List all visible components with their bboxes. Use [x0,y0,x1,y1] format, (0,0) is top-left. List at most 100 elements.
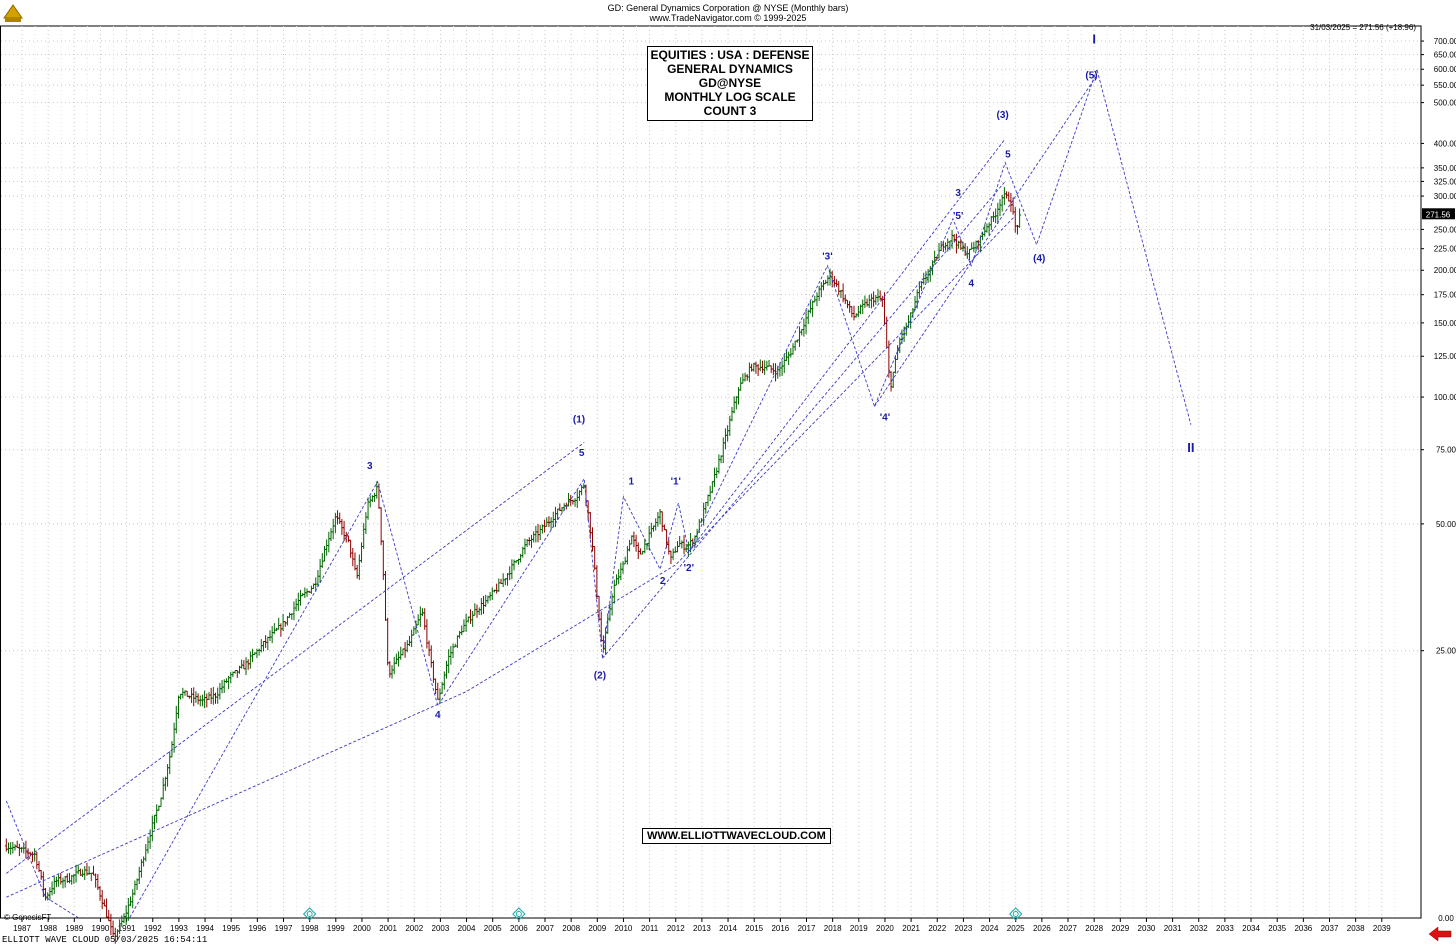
ohlc-bar [216,687,220,704]
ohlc-bar [791,343,795,355]
ohlc-bar [235,669,239,678]
ohlc-bar [100,889,104,910]
ohlc-bar [248,651,252,669]
x-tick-label: 2021 [902,924,920,933]
x-tick-label: 2032 [1190,924,1208,933]
wave-label: '2' [684,563,694,574]
ohlc-bar [346,535,350,543]
ohlc-bar [440,681,444,694]
ohlc-bar [102,899,106,907]
ohlc-bar [373,492,377,502]
x-tick-label: 1998 [301,924,319,933]
ohlc-bar [261,641,265,652]
ohlc-bar [438,688,442,703]
x-tick-label: 2019 [850,924,868,933]
ohlc-bar [270,626,274,644]
ohlc-bar [811,300,815,317]
ohlc-bar [843,294,847,305]
ohlc-bar [863,295,867,308]
ohlc-bar [732,396,736,414]
plot-frame [0,25,1422,919]
ohlc-bar [527,537,531,546]
y-tick-label: 350.00 [1434,164,1456,173]
ohlc-bar [946,238,950,252]
ohlc-bar [205,693,209,708]
ohlc-bar [704,501,708,514]
ohlc-bar [388,661,392,678]
ohlc-bar [662,524,666,531]
ohlc-bar [240,659,244,669]
x-tick-label: 2017 [798,924,816,933]
x-tick-label: 1999 [327,924,345,933]
ohlc-bar [209,687,213,705]
ohlc-bar [734,396,738,410]
ohlc-bar [368,495,372,508]
ohlc-bar [841,283,845,303]
ohlc-bar [207,692,211,701]
ohlc-bar [497,578,501,592]
x-tick-label: 2015 [745,924,763,933]
y-tick-label: 200.00 [1434,266,1456,275]
ohlc-bar [107,909,111,922]
ohlc-bar [137,866,141,885]
ohlc-bar [765,360,769,371]
ohlc-bar [349,539,353,558]
ohlc-bar [802,318,806,337]
x-tick-label: 2020 [876,924,894,933]
ohlc-bar [479,598,483,616]
ohlc-bar [15,840,19,849]
ohlc-bar [190,687,194,704]
y-tick-label: 500.00 [1434,99,1456,108]
ohlc-bar [357,554,361,580]
x-tick-label: 2038 [1347,924,1365,933]
ohlc-bar [39,870,43,880]
ohlc-bar [81,869,85,878]
ohlc-bar [451,643,455,659]
ohlc-bar [538,524,542,541]
ohlc-bar [656,511,660,527]
ohlc-bar [68,872,72,884]
ohlc-bar [109,913,113,936]
last-value-readout: 31/03/2025 = 271.56 (+18.96) [1310,23,1416,32]
ohlc-bar [471,611,475,627]
ohlc-bar [126,897,130,921]
info-line-sector: EQUITIES : USA : DEFENSE [650,48,810,62]
ohlc-bar [782,354,786,373]
wave-dashed-line [6,214,1017,898]
ohlc-bar [292,601,296,621]
ohlc-bar [421,608,425,617]
ohlc-bar [490,587,494,601]
scroll-left-arrow-icon[interactable] [1428,926,1452,947]
ohlc-bar [362,523,366,549]
ohlc-bar [98,886,102,901]
ohlc-bar [837,280,841,296]
ohlc-bar [455,635,459,648]
ohlc-bar [996,202,1000,224]
ohlc-bar [449,646,453,665]
x-tick-label: 1995 [222,924,240,933]
bull-logo-icon [2,2,24,29]
x-tick-label: 2034 [1242,924,1260,933]
ohlc-bar [353,552,357,571]
y-tick-label: 300.00 [1434,192,1456,201]
x-tick-label: 2001 [379,924,397,933]
ohlc-bar [717,454,721,474]
ohlc-bar [218,682,222,700]
wave-label: 2 [660,576,666,587]
y-tick-label: 125.00 [1434,352,1456,361]
price-bars [4,187,1022,944]
info-line-count: COUNT 3 [703,104,757,118]
cycle-marker-icon [1008,907,1023,921]
ohlc-bar [429,645,433,668]
ohlc-bar [665,529,669,549]
ohlc-bar [815,292,819,307]
ohlc-bar [754,361,758,374]
ohlc-bar [835,279,839,287]
ohlc-bar [965,246,969,259]
ohlc-bar [331,518,335,540]
ohlc-bar [74,864,78,883]
ohlc-bar [392,656,396,675]
ohlc-bar [758,359,762,372]
y-tick-label: 650.00 [1434,51,1456,60]
x-tick-label: 2012 [667,924,685,933]
